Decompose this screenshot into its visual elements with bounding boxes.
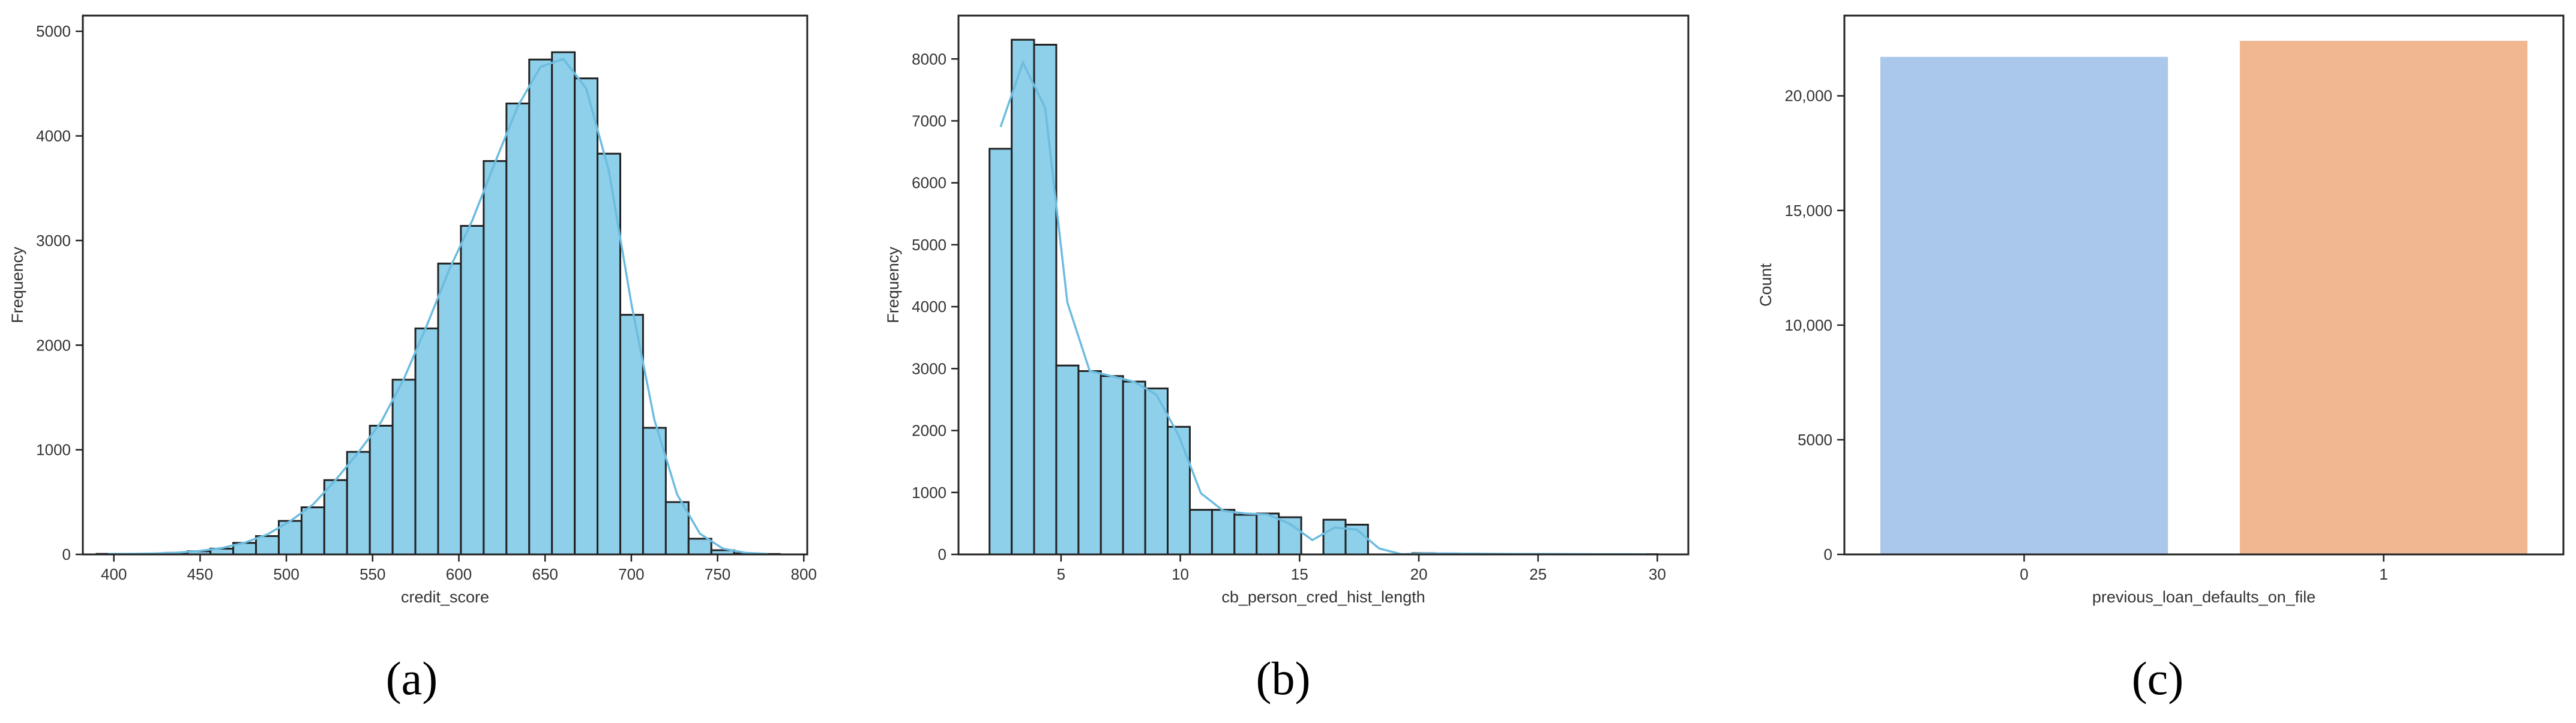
x-tick-label: 15 bbox=[1291, 565, 1308, 583]
histogram-bar bbox=[346, 451, 371, 556]
histogram-bar bbox=[391, 379, 417, 556]
histogram-bar bbox=[551, 51, 576, 556]
histogram-bar bbox=[323, 479, 348, 556]
x-tick-label: 550 bbox=[360, 565, 385, 583]
y-tick-label: 10,000 bbox=[1784, 316, 1832, 334]
histogram-bar bbox=[300, 506, 325, 556]
histogram-bar bbox=[483, 160, 508, 556]
y-tick-label: 6000 bbox=[912, 174, 946, 192]
x-axis-label: cb_person_cred_hist_length bbox=[1221, 588, 1425, 606]
histogram-bar bbox=[1100, 375, 1124, 556]
y-tick-label: 1000 bbox=[36, 441, 71, 459]
histogram-bar bbox=[664, 501, 690, 556]
x-tick-label: 0 bbox=[2020, 565, 2028, 583]
histogram-bar bbox=[1055, 364, 1080, 556]
x-tick-label: 500 bbox=[273, 565, 299, 583]
panel-label: (c) bbox=[2132, 652, 2184, 704]
y-tick-label: 4000 bbox=[912, 298, 946, 316]
panel-label: (b) bbox=[1256, 652, 1311, 704]
y-tick-label: 7000 bbox=[912, 112, 946, 130]
y-tick-label: 1000 bbox=[912, 484, 946, 502]
x-axis-label: previous_loan_defaults_on_file bbox=[2092, 588, 2316, 606]
x-tick-label: 10 bbox=[1172, 565, 1189, 583]
histogram-bar bbox=[414, 327, 439, 556]
histogram-bar bbox=[1322, 518, 1347, 556]
y-tick-label: 2000 bbox=[36, 336, 71, 354]
histogram-bar bbox=[255, 535, 280, 556]
histogram-bar bbox=[1144, 387, 1169, 556]
kde-curve bbox=[107, 58, 769, 555]
y-axis-label: Frequency bbox=[884, 247, 902, 323]
y-tick-label: 4000 bbox=[36, 127, 71, 145]
axes-frame bbox=[1843, 14, 2565, 556]
x-tick-label: 800 bbox=[791, 565, 817, 583]
bar-1 bbox=[2239, 41, 2528, 554]
bar-0 bbox=[1880, 56, 2168, 555]
histogram-bar bbox=[1122, 380, 1146, 556]
y-tick-label: 15,000 bbox=[1784, 202, 1832, 220]
x-tick-label: 5 bbox=[1057, 565, 1065, 583]
chart-panel-1: 400 450 500 550 600 650 700 750 800 0 1000 2000 3000… bbox=[8, 14, 817, 704]
x-tick-label: 750 bbox=[705, 565, 730, 583]
histogram-bar bbox=[1256, 512, 1280, 556]
x-tick-label: 400 bbox=[101, 565, 127, 583]
y-tick-label: 5000 bbox=[1798, 431, 1832, 449]
histogram-bar bbox=[528, 58, 553, 556]
y-tick-label: 2000 bbox=[912, 422, 946, 440]
y-tick-label: 3000 bbox=[912, 359, 946, 377]
x-tick-label: 25 bbox=[1529, 565, 1547, 583]
histogram-bar bbox=[687, 538, 712, 556]
axes-frame bbox=[82, 14, 808, 556]
axes-frame bbox=[957, 14, 1690, 556]
histogram-bar bbox=[1077, 370, 1102, 556]
x-tick-label: 450 bbox=[187, 565, 213, 583]
y-axis-label: Frequency bbox=[8, 247, 26, 323]
histogram-bar bbox=[1233, 514, 1258, 556]
y-tick-label: 5000 bbox=[36, 22, 71, 40]
histogram-bar bbox=[1188, 509, 1213, 556]
histogram-bar bbox=[505, 102, 531, 556]
histogram-bar bbox=[1011, 38, 1035, 556]
histogram-bar bbox=[1211, 509, 1236, 556]
histogram-bar bbox=[574, 77, 599, 556]
histogram-bar bbox=[437, 262, 462, 556]
y-tick-label: 0 bbox=[938, 545, 946, 563]
histogram-bar bbox=[989, 148, 1013, 556]
x-tick-label: 650 bbox=[532, 565, 558, 583]
histogram-bar bbox=[619, 314, 644, 556]
chart-panel-3: 0 1 0 5000 10,000 15,000 20,000 previous_loan_d… bbox=[1757, 14, 2565, 704]
histogram-bar bbox=[369, 425, 394, 556]
x-tick-label: 1 bbox=[2379, 565, 2388, 583]
chart-panel-2: 5 10 15 20 25 30 0 1000 2000 3000 4000 5000 6000 7000… bbox=[884, 14, 1690, 704]
y-axis-label: Count bbox=[1757, 263, 1775, 307]
y-tick-label: 0 bbox=[1824, 545, 1832, 563]
x-tick-label: 700 bbox=[618, 565, 644, 583]
y-tick-label: 0 bbox=[62, 545, 71, 563]
y-tick-label: 8000 bbox=[912, 50, 946, 68]
panel-label: (a) bbox=[386, 652, 438, 704]
histogram-bar bbox=[1033, 44, 1058, 556]
histogram-bar bbox=[460, 224, 485, 556]
x-tick-label: 600 bbox=[446, 565, 472, 583]
y-tick-label: 20,000 bbox=[1784, 87, 1832, 105]
x-tick-label: 20 bbox=[1410, 565, 1427, 583]
x-tick-label: 30 bbox=[1649, 565, 1666, 583]
x-axis-label: credit_score bbox=[401, 588, 489, 606]
y-tick-label: 3000 bbox=[36, 232, 71, 250]
y-tick-label: 5000 bbox=[912, 236, 946, 254]
histogram-bar bbox=[1167, 425, 1191, 556]
